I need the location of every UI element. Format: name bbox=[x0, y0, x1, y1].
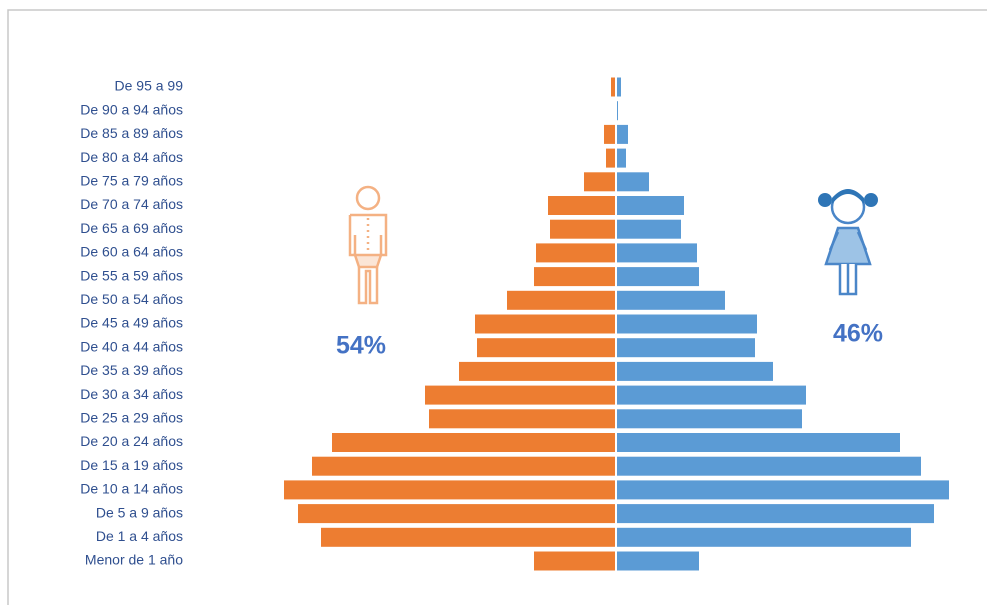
male-bar bbox=[429, 409, 615, 429]
category-label: De 80 a 84 años bbox=[80, 149, 183, 165]
female-bar bbox=[617, 124, 628, 144]
female-bar bbox=[617, 101, 618, 121]
male-icon bbox=[348, 185, 388, 305]
category-label: De 1 a 4 años bbox=[96, 528, 183, 544]
female-bar bbox=[617, 504, 934, 524]
male-bar bbox=[312, 456, 615, 476]
female-bar bbox=[617, 267, 699, 287]
category-label: De 85 a 89 años bbox=[80, 125, 183, 141]
category-label: De 30 a 34 años bbox=[80, 386, 183, 402]
male-bar bbox=[534, 551, 615, 571]
female-bar bbox=[617, 172, 649, 192]
female-bar bbox=[617, 338, 755, 358]
female-bar bbox=[617, 314, 757, 334]
category-label: De 35 a 39 años bbox=[80, 362, 183, 378]
male-bar bbox=[606, 148, 615, 168]
male-bar bbox=[536, 243, 615, 263]
male-bar bbox=[550, 219, 615, 239]
female-bar bbox=[617, 527, 911, 547]
female-bar bbox=[617, 385, 806, 405]
male-bar bbox=[477, 338, 615, 358]
male-bar bbox=[284, 480, 615, 500]
male-bar bbox=[459, 361, 615, 381]
female-bar bbox=[617, 243, 697, 263]
category-label: De 50 a 54 años bbox=[80, 291, 183, 307]
category-label: Menor de 1 año bbox=[85, 552, 183, 568]
category-label: De 20 a 24 años bbox=[80, 433, 183, 449]
female-bar bbox=[617, 219, 681, 239]
male-percent: 54% bbox=[336, 332, 386, 360]
frame bbox=[7, 9, 987, 605]
female-bar bbox=[617, 433, 900, 452]
female-bar bbox=[617, 77, 621, 97]
category-label: De 65 a 69 años bbox=[80, 220, 183, 236]
female-icon bbox=[818, 189, 878, 296]
male-bar bbox=[298, 504, 615, 524]
category-label: De 45 a 49 años bbox=[80, 315, 183, 331]
male-bar bbox=[548, 196, 615, 215]
male-bar bbox=[534, 267, 615, 287]
female-percent: 46% bbox=[833, 320, 883, 348]
category-label: De 10 a 14 años bbox=[80, 481, 183, 497]
male-bar bbox=[604, 124, 615, 144]
category-label: De 75 a 79 años bbox=[80, 173, 183, 189]
female-bar bbox=[617, 196, 684, 215]
female-bar bbox=[617, 148, 626, 168]
category-label: De 25 a 29 años bbox=[80, 410, 183, 426]
male-bar bbox=[611, 77, 615, 97]
female-bar bbox=[617, 551, 699, 571]
female-bar bbox=[617, 456, 921, 476]
category-label: De 40 a 44 años bbox=[80, 338, 183, 354]
category-label: De 95 a 99 bbox=[115, 78, 184, 94]
female-bar bbox=[617, 361, 773, 381]
female-bar bbox=[617, 290, 725, 310]
male-bar bbox=[507, 290, 615, 310]
category-label: De 90 a 94 años bbox=[80, 101, 183, 117]
male-bar bbox=[475, 314, 615, 334]
category-label: De 5 a 9 años bbox=[96, 504, 183, 520]
male-bar bbox=[321, 527, 615, 547]
male-bar bbox=[584, 172, 615, 192]
category-label: De 15 a 19 años bbox=[80, 457, 183, 473]
category-label: De 70 a 74 años bbox=[80, 196, 183, 212]
male-bar bbox=[332, 433, 615, 452]
category-label: De 60 a 64 años bbox=[80, 244, 183, 260]
female-bar bbox=[617, 409, 802, 429]
male-bar bbox=[425, 385, 615, 405]
female-bar bbox=[617, 480, 949, 500]
category-label: De 55 a 59 años bbox=[80, 267, 183, 283]
